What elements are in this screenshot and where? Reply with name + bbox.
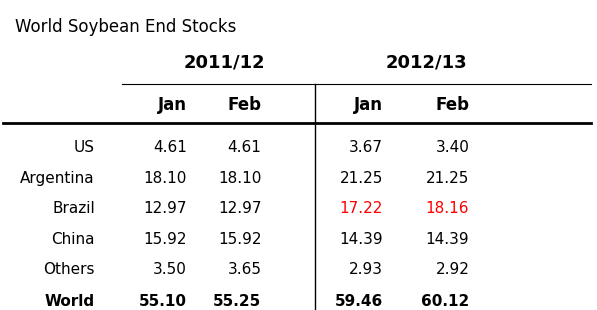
- Text: 2012/13: 2012/13: [386, 54, 467, 72]
- Text: Jan: Jan: [354, 96, 383, 114]
- Text: 15.92: 15.92: [218, 232, 261, 247]
- Text: World: World: [45, 294, 95, 309]
- Text: World Soybean End Stocks: World Soybean End Stocks: [15, 18, 236, 36]
- Text: 55.25: 55.25: [213, 294, 261, 309]
- Text: 4.61: 4.61: [153, 140, 187, 155]
- Text: 12.97: 12.97: [218, 202, 261, 216]
- Text: Brazil: Brazil: [53, 202, 95, 216]
- Text: 4.61: 4.61: [227, 140, 261, 155]
- Text: China: China: [51, 232, 95, 247]
- Text: Feb: Feb: [227, 96, 261, 114]
- Text: Feb: Feb: [435, 96, 469, 114]
- Text: 17.22: 17.22: [340, 202, 383, 216]
- Text: 3.50: 3.50: [153, 262, 187, 277]
- Text: 18.10: 18.10: [218, 171, 261, 186]
- Text: 59.46: 59.46: [335, 294, 383, 309]
- Text: Jan: Jan: [158, 96, 187, 114]
- Text: 15.92: 15.92: [143, 232, 187, 247]
- Text: 12.97: 12.97: [143, 202, 187, 216]
- Text: 14.39: 14.39: [426, 232, 469, 247]
- Text: US: US: [74, 140, 95, 155]
- Text: 2.93: 2.93: [349, 262, 383, 277]
- Text: 21.25: 21.25: [340, 171, 383, 186]
- Text: 2.92: 2.92: [435, 262, 469, 277]
- Text: 14.39: 14.39: [340, 232, 383, 247]
- Text: 60.12: 60.12: [421, 294, 469, 309]
- Text: 55.10: 55.10: [139, 294, 187, 309]
- Text: Others: Others: [44, 262, 95, 277]
- Text: 21.25: 21.25: [426, 171, 469, 186]
- Text: 3.40: 3.40: [435, 140, 469, 155]
- Text: 3.67: 3.67: [349, 140, 383, 155]
- Text: Argentina: Argentina: [20, 171, 95, 186]
- Text: 18.16: 18.16: [426, 202, 469, 216]
- Text: 2011/12: 2011/12: [183, 54, 265, 72]
- Text: 18.10: 18.10: [144, 171, 187, 186]
- Text: 3.65: 3.65: [227, 262, 261, 277]
